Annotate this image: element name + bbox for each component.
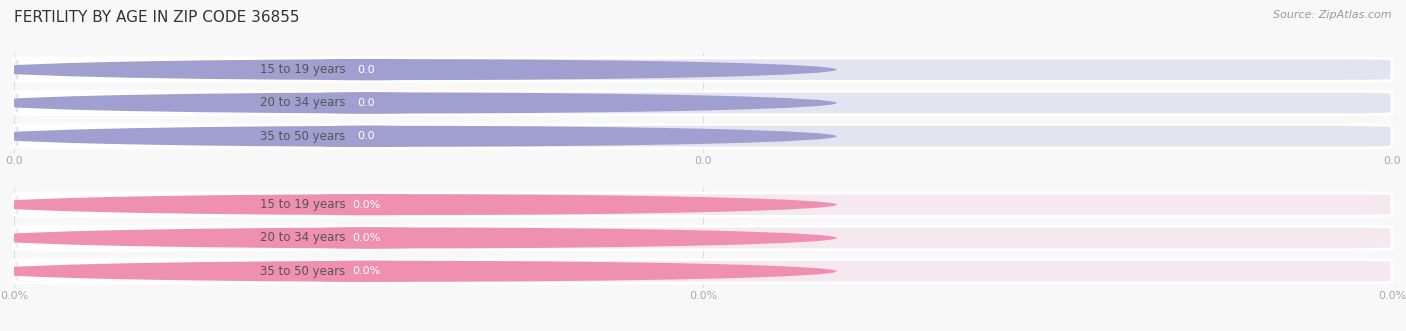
FancyBboxPatch shape	[322, 260, 411, 282]
Text: 15 to 19 years: 15 to 19 years	[260, 198, 346, 211]
Text: 0.0: 0.0	[357, 98, 375, 108]
Circle shape	[0, 59, 837, 80]
Circle shape	[0, 227, 837, 249]
Text: 0.0: 0.0	[357, 131, 375, 141]
FancyBboxPatch shape	[14, 125, 1392, 148]
FancyBboxPatch shape	[322, 194, 411, 215]
FancyBboxPatch shape	[18, 227, 315, 249]
FancyBboxPatch shape	[322, 126, 411, 147]
Circle shape	[0, 194, 837, 215]
FancyBboxPatch shape	[18, 92, 315, 114]
Text: 20 to 34 years: 20 to 34 years	[260, 96, 346, 110]
FancyBboxPatch shape	[322, 227, 411, 249]
FancyBboxPatch shape	[18, 126, 315, 147]
Text: 35 to 50 years: 35 to 50 years	[260, 130, 346, 143]
Text: FERTILITY BY AGE IN ZIP CODE 36855: FERTILITY BY AGE IN ZIP CODE 36855	[14, 10, 299, 25]
FancyBboxPatch shape	[14, 193, 1392, 216]
Text: 20 to 34 years: 20 to 34 years	[260, 231, 346, 245]
FancyBboxPatch shape	[14, 91, 1392, 115]
Text: 15 to 19 years: 15 to 19 years	[260, 63, 346, 76]
Text: 0.0%: 0.0%	[352, 233, 380, 243]
Circle shape	[0, 126, 837, 147]
FancyBboxPatch shape	[14, 58, 1392, 81]
FancyBboxPatch shape	[18, 194, 315, 215]
Text: 0.0%: 0.0%	[352, 200, 380, 210]
FancyBboxPatch shape	[14, 260, 1392, 283]
FancyBboxPatch shape	[18, 260, 315, 282]
Text: 0.0%: 0.0%	[352, 266, 380, 276]
Text: 35 to 50 years: 35 to 50 years	[260, 265, 346, 278]
Circle shape	[0, 261, 837, 282]
Text: 0.0: 0.0	[357, 65, 375, 74]
FancyBboxPatch shape	[18, 59, 315, 80]
FancyBboxPatch shape	[322, 59, 411, 80]
FancyBboxPatch shape	[14, 226, 1392, 250]
Text: Source: ZipAtlas.com: Source: ZipAtlas.com	[1274, 10, 1392, 20]
Circle shape	[0, 92, 837, 114]
FancyBboxPatch shape	[322, 92, 411, 114]
